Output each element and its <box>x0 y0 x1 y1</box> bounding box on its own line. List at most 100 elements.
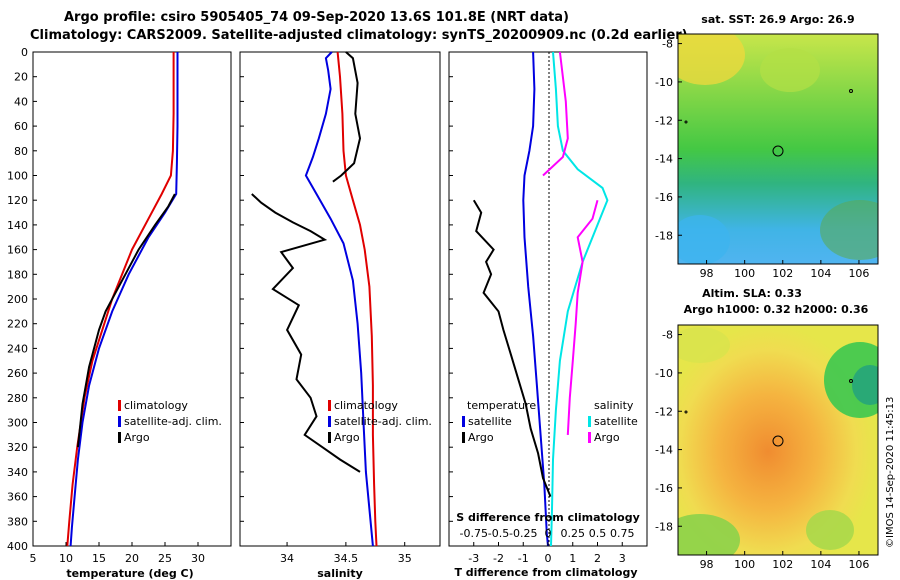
depth-tick-label: 120 <box>7 194 28 207</box>
temperature-xlabel: temperature (deg C) <box>66 567 193 580</box>
salinity-panel: 34 34.5 35 salinity climatology satellite-… <box>239 51 441 580</box>
legend-salinity-heading: salinity <box>594 399 634 412</box>
map-lon-label: 100 <box>734 558 755 571</box>
series-t-satellite <box>522 51 549 547</box>
depth-tick-label: 180 <box>7 268 28 281</box>
legend-argo: Argo <box>124 431 150 444</box>
sla-map-subtitle: Argo h1000: 0.32 h2000: 0.36 <box>684 303 869 316</box>
legend-swatch-argo <box>328 432 331 443</box>
map-lon-label: 106 <box>848 267 869 280</box>
x-tick-label: -1 <box>518 552 529 565</box>
x-tick-label: 30 <box>191 552 205 565</box>
x-tick-label: 1 <box>569 552 576 565</box>
difference-panel: -3 -2 -1 0 1 2 3 -0.75 -0.5 -0.25 0 0.25 0.5 0.75 T … <box>448 51 648 579</box>
legend-swatch-s-argo <box>588 432 591 443</box>
x-tick-label: 34.5 <box>334 552 359 565</box>
depth-tick-label: 380 <box>7 515 28 528</box>
s-tick-label: 0 <box>545 527 552 540</box>
depth-tick-label: 300 <box>7 417 28 430</box>
series-climatology <box>66 52 175 547</box>
temperature-plot-frame <box>32 51 232 547</box>
sla-low-patch <box>806 510 854 550</box>
series-s-argo <box>542 51 569 177</box>
depth-tick-label: 140 <box>7 219 28 232</box>
legend-swatch-climatology <box>118 400 121 411</box>
sla-map: Altim. SLA: 0.33 Argo h1000: 0.32 h2000:… <box>655 287 879 571</box>
map-lon-label: 100 <box>734 267 755 280</box>
s-tick-label: -0.25 <box>509 527 537 540</box>
sst-warm-patch <box>760 48 820 92</box>
series-s-argo-deep <box>566 199 599 435</box>
credit-text: ©IMOS 14-Sep-2020 11:45:13 <box>885 397 896 548</box>
legend-argo: Argo <box>334 431 360 444</box>
map-lon-label: 106 <box>848 558 869 571</box>
legend-t-satellite: satellite <box>468 415 512 428</box>
series-satellite-adj-clim <box>304 51 374 547</box>
depth-tick-label: 400 <box>7 540 28 553</box>
sst-map: sat. SST: 26.9 Argo: 26.9 -8 -10 -12 -14 -16… <box>655 13 879 280</box>
map-lat-label: -18 <box>655 229 673 242</box>
legend-satellite: satellite-adj. clim. <box>124 415 222 428</box>
depth-tick-label: 220 <box>7 318 28 331</box>
depth-tick-label: 20 <box>14 71 28 84</box>
legend-climatology: climatology <box>334 399 398 412</box>
x-tick-label: -3 <box>468 552 479 565</box>
temperature-legend: climatology satellite-adj. clim. Argo <box>118 399 222 444</box>
x-tick-label: 3 <box>619 552 626 565</box>
difference-legend-temperature: temperature satellite Argo <box>462 399 536 444</box>
legend-s-satellite: satellite <box>594 415 638 428</box>
figure-title-line2: Climatology: CARS2009. Satellite-adjuste… <box>30 28 688 43</box>
map-lat-label: -18 <box>655 520 673 533</box>
series-satellite-adj-clim <box>69 52 179 547</box>
depth-tick-label: 260 <box>7 367 28 380</box>
x-tick-label: 10 <box>59 552 73 565</box>
difference-plot-frame <box>448 51 648 547</box>
map-lon-label: 98 <box>700 267 714 280</box>
depth-tick-label: 360 <box>7 491 28 504</box>
s-tick-label: 0.5 <box>589 527 607 540</box>
sla-map-title: Altim. SLA: 0.33 <box>702 287 802 300</box>
x-tick-label: -2 <box>493 552 504 565</box>
depth-tick-label: 320 <box>7 441 28 454</box>
sla-low-patch <box>678 514 740 555</box>
legend-swatch-satellite <box>118 416 121 427</box>
s-difference-xlabel: S difference from climatology <box>456 511 640 524</box>
series-t-argo <box>472 199 552 497</box>
salinity-xlabel: salinity <box>317 567 363 580</box>
s-tick-label: -0.75 <box>460 527 488 540</box>
salinity-plot-frame <box>239 51 441 547</box>
x-tick-label: 25 <box>158 552 172 565</box>
depth-tick-label: 80 <box>14 145 28 158</box>
s-tick-label: 0.75 <box>610 527 635 540</box>
legend-swatch-s-satellite <box>588 416 591 427</box>
depth-tick-label: 280 <box>7 392 28 405</box>
map-lon-label: 98 <box>700 558 714 571</box>
salinity-legend: climatology satellite-adj. clim. Argo <box>328 399 432 444</box>
legend-t-argo: Argo <box>468 431 494 444</box>
depth-tick-label: 0 <box>21 46 28 59</box>
series-s-satellite <box>550 51 609 547</box>
x-tick-label: 34 <box>280 552 294 565</box>
legend-swatch-t-argo <box>462 432 465 443</box>
t-difference-xlabel: T difference from climatology <box>454 566 637 579</box>
argo-location-marker <box>772 435 784 447</box>
x-tick-label: 5 <box>30 552 37 565</box>
sla-mid-patch <box>678 327 730 363</box>
depth-tick-label: 40 <box>14 95 28 108</box>
depth-tick-label: 240 <box>7 342 28 355</box>
map-lat-label: -10 <box>655 76 673 89</box>
island-marker <box>849 89 853 93</box>
sst-map-title: sat. SST: 26.9 Argo: 26.9 <box>701 13 854 26</box>
legend-swatch-satellite <box>328 416 331 427</box>
x-tick-label: 2 <box>594 552 601 565</box>
map-lon-label: 102 <box>772 267 793 280</box>
sst-map-frame <box>677 33 879 265</box>
map-lat-label: -16 <box>655 191 673 204</box>
legend-swatch-climatology <box>328 400 331 411</box>
argo-location-marker <box>772 145 784 157</box>
map-lat-label: -16 <box>655 482 673 495</box>
depth-tick-label: 340 <box>7 466 28 479</box>
island-marker <box>849 379 853 383</box>
x-tick-label: 0 <box>545 552 552 565</box>
series-argo-deep <box>251 193 361 473</box>
